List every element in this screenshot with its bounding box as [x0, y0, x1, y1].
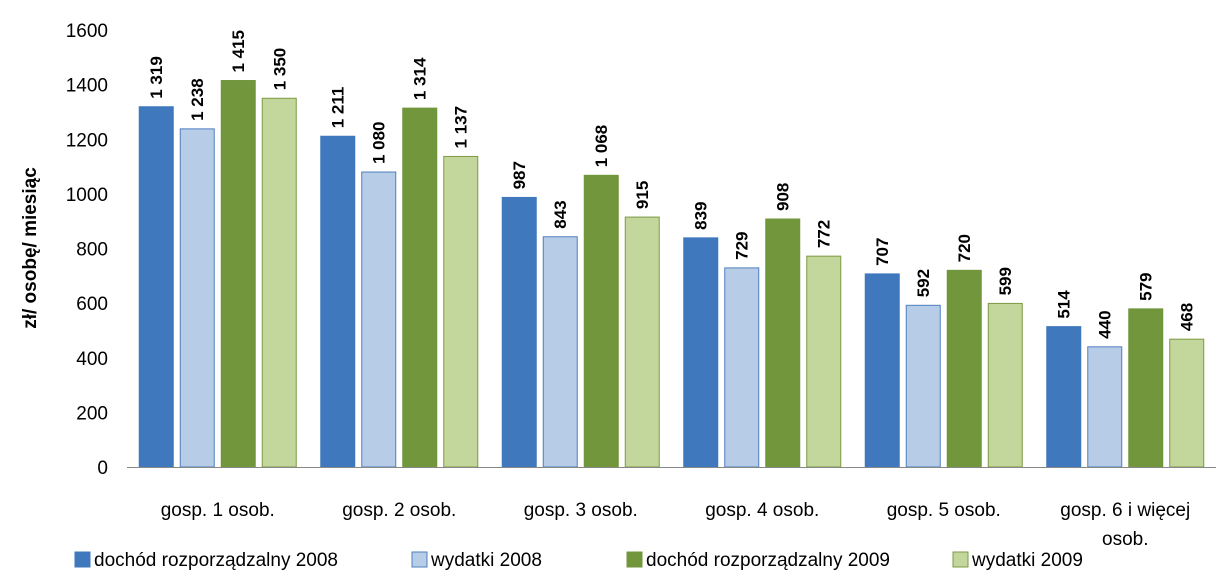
- legend-label: wydatki 2009: [971, 550, 1083, 571]
- data-label: 592: [914, 269, 933, 297]
- data-label: 1 350: [270, 48, 289, 91]
- y-tick-label: 600: [76, 294, 108, 315]
- data-label: 707: [873, 238, 892, 266]
- data-label: 908: [774, 183, 793, 211]
- data-label: 599: [996, 267, 1015, 295]
- y-axis-title: zł/ osobę/ miesiąc: [20, 167, 41, 329]
- y-tick-label: 1000: [66, 185, 108, 206]
- x-tick-label: gosp. 2 osob.: [342, 500, 456, 521]
- bar: [583, 174, 619, 468]
- bar: [220, 80, 256, 468]
- y-tick-label: 1600: [66, 21, 108, 42]
- x-tick-label: gosp. 4 osob.: [705, 500, 819, 521]
- bar: [946, 269, 982, 468]
- data-label: 1 238: [188, 78, 207, 121]
- bars: [138, 80, 1205, 468]
- bar: [1046, 326, 1082, 468]
- data-label: 720: [955, 234, 974, 262]
- data-label: 1 080: [370, 121, 389, 164]
- data-label: 839: [692, 201, 711, 229]
- data-label: 514: [1055, 290, 1074, 319]
- bar: [402, 107, 438, 468]
- data-label: 1 137: [452, 106, 471, 149]
- y-tick-label: 400: [76, 349, 108, 370]
- legend-swatch: [74, 551, 91, 568]
- bar: [624, 216, 660, 468]
- bar: [261, 97, 297, 468]
- y-tick-label: 1200: [66, 130, 108, 151]
- legend: dochód rozporządzalny 2008 wydatki 2008 do…: [74, 550, 1083, 571]
- bar: [501, 196, 537, 468]
- data-label: 1 068: [592, 125, 611, 168]
- x-tick-label: osob.: [1102, 529, 1148, 550]
- data-label: 987: [510, 161, 529, 189]
- legend-swatch: [626, 551, 643, 568]
- data-label: 440: [1096, 310, 1115, 338]
- bar: [987, 302, 1023, 468]
- bar: [179, 128, 215, 468]
- y-tick-label: 800: [76, 240, 108, 261]
- bar: [1087, 346, 1123, 468]
- data-label: 579: [1137, 272, 1156, 300]
- bar: [320, 135, 356, 468]
- bar: [765, 218, 801, 468]
- bar: [443, 155, 479, 468]
- x-axis-labels: gosp. 1 osob. gosp. 2 osob. gosp. 3 osob. g…: [161, 500, 1191, 550]
- bar: [361, 171, 397, 468]
- legend-swatch: [411, 551, 428, 568]
- bar: [905, 304, 941, 468]
- y-tick-label: 1400: [66, 76, 108, 97]
- data-label: 1 314: [411, 57, 430, 100]
- legend-label: dochód rozporządzalny 2009: [646, 550, 890, 571]
- bar: [683, 237, 719, 468]
- y-tick-label: 200: [76, 403, 108, 424]
- bar: [724, 267, 760, 468]
- data-label: 1 319: [147, 56, 166, 99]
- x-tick-label: gosp. 1 osob.: [161, 500, 275, 521]
- data-labels: 1 319 1 238 1 415 1 350 1 211 1 080 1 314 1 137…: [147, 30, 1197, 339]
- x-tick-label: gosp. 5 osob.: [887, 500, 1001, 521]
- data-label: 772: [815, 220, 834, 248]
- bar: [1169, 338, 1205, 468]
- bar: [1128, 308, 1164, 468]
- legend-label: wydatki 2008: [430, 550, 542, 571]
- data-label: 468: [1178, 303, 1197, 331]
- data-label: 729: [733, 232, 752, 260]
- legend-label: dochód rozporządzalny 2008: [94, 550, 338, 571]
- bar: [806, 255, 842, 468]
- bar: [864, 273, 900, 468]
- legend-swatch: [952, 551, 969, 568]
- data-label: 1 415: [229, 30, 248, 73]
- y-tick-label: 0: [97, 458, 108, 479]
- bar: [542, 236, 578, 468]
- y-axis-ticks: 0 200 400 600 800 1000 1200 1400 1600: [66, 21, 108, 479]
- data-label: 843: [551, 200, 570, 228]
- data-label: 1 211: [329, 87, 348, 129]
- x-tick-label: gosp. 6 i więcej: [1060, 500, 1190, 521]
- x-tick-label: gosp. 3 osob.: [524, 500, 638, 521]
- bar: [138, 106, 174, 468]
- data-label: 915: [633, 181, 652, 209]
